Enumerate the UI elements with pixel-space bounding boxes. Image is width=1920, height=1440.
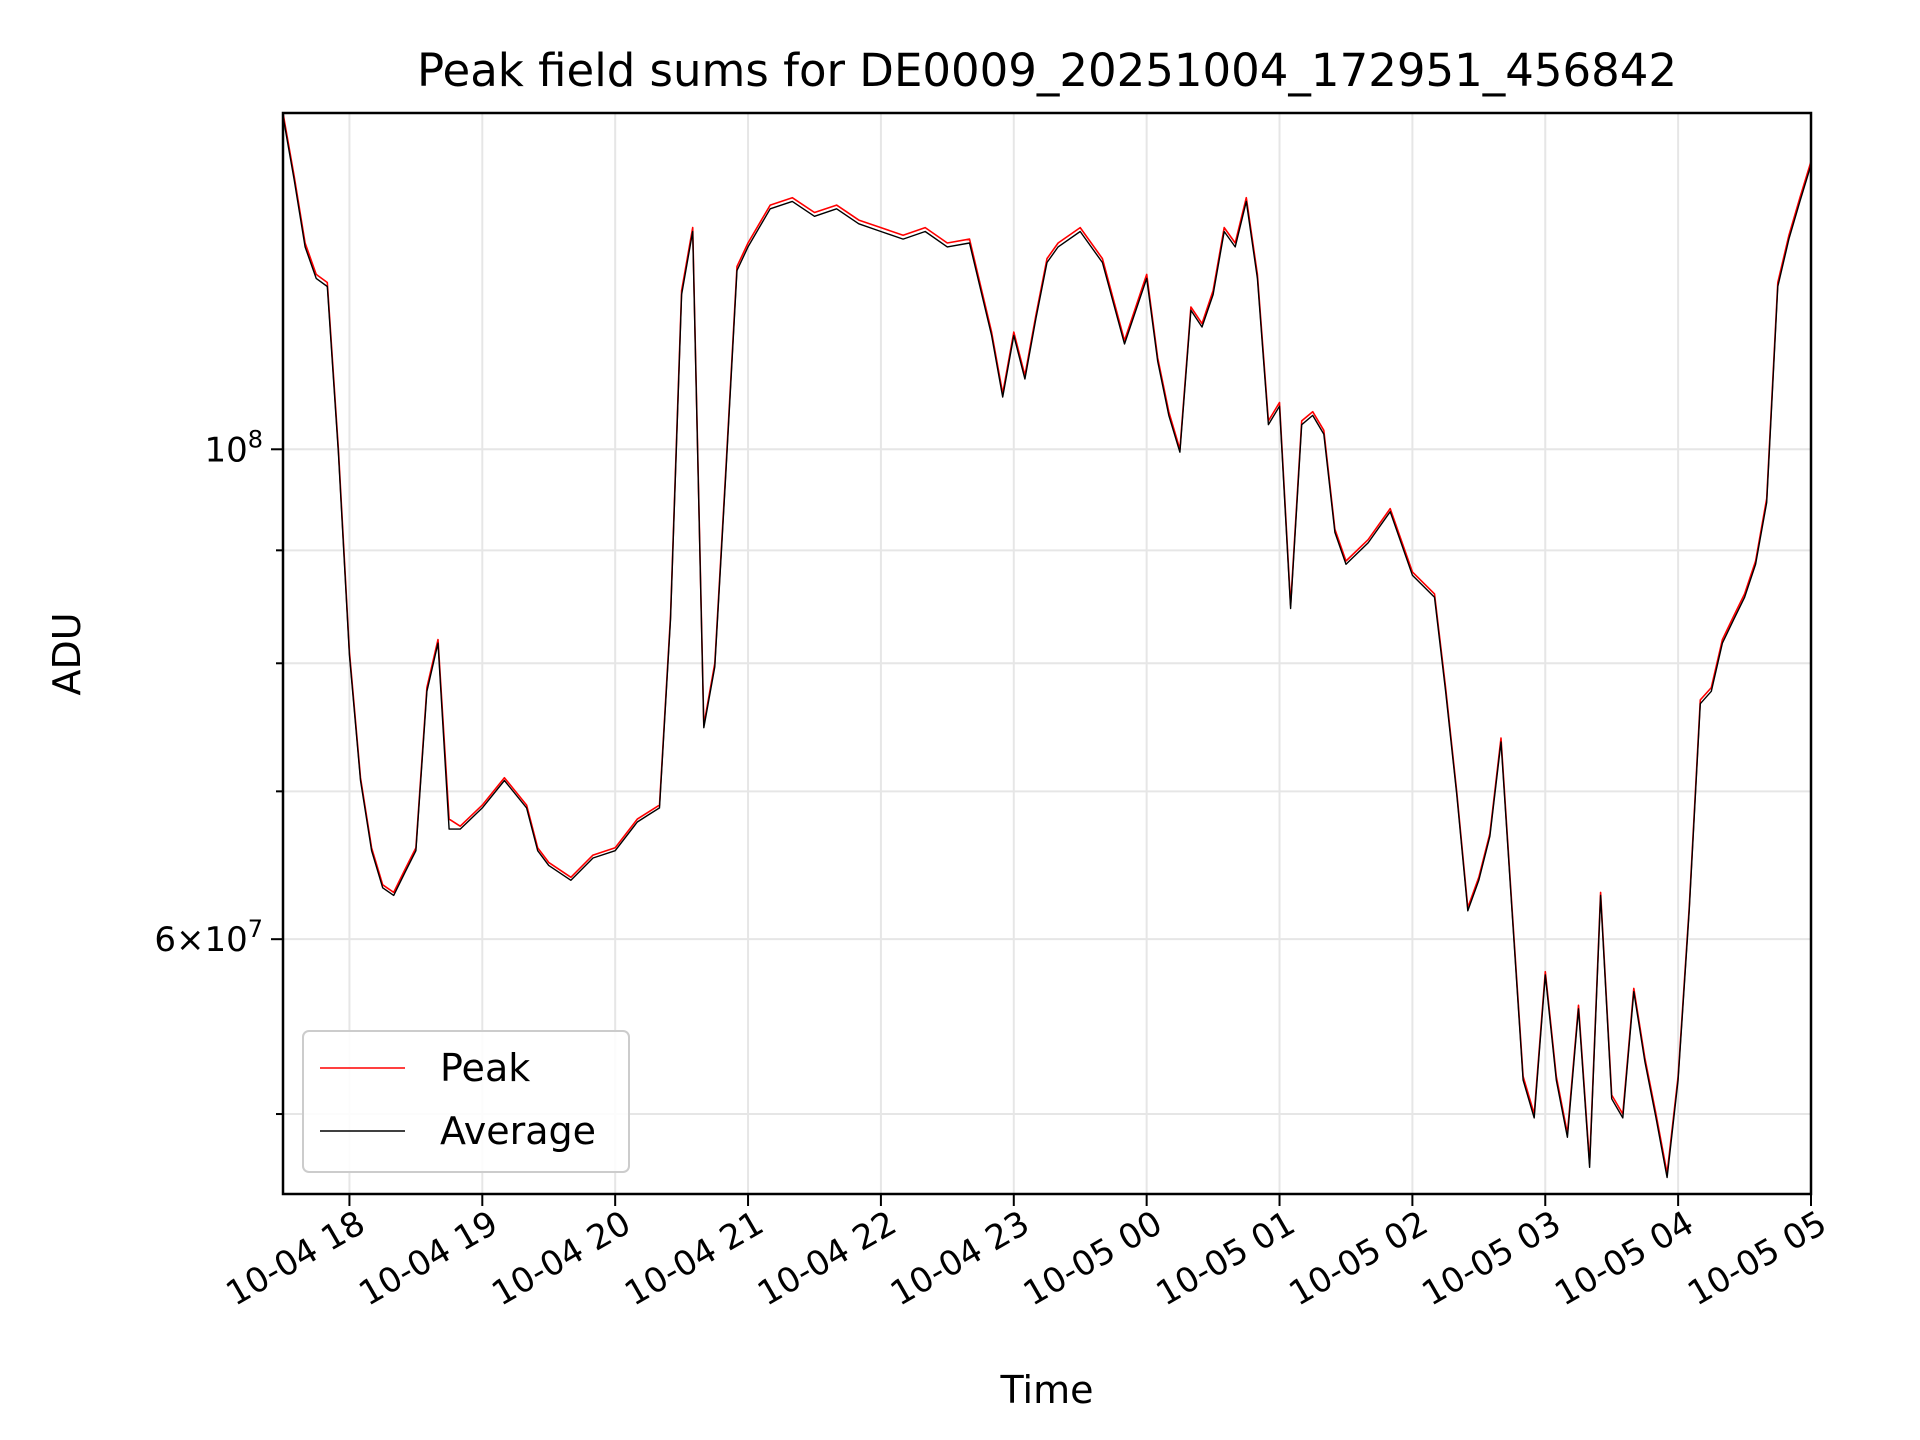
legend: Peak Average bbox=[302, 1030, 630, 1173]
x-tick-label: 10-05 00 bbox=[1017, 1203, 1169, 1314]
legend-label-peak: Peak bbox=[440, 1046, 530, 1090]
plot-frame bbox=[281, 111, 1813, 1196]
series-group bbox=[283, 113, 1811, 1179]
chart-title: Peak field sums for DE0009_20251004_1729… bbox=[417, 44, 1677, 97]
x-tick-label: 10-04 23 bbox=[884, 1203, 1036, 1314]
x-tick-label: 10-04 18 bbox=[220, 1203, 372, 1314]
y-tick-label: 108 bbox=[204, 425, 263, 470]
legend-box bbox=[302, 1030, 630, 1173]
series-line-average bbox=[283, 116, 1811, 1179]
y-axis: 108 6×107 bbox=[154, 425, 283, 1116]
series-line-peak bbox=[283, 113, 1811, 1175]
x-tick-label: 10-05 03 bbox=[1415, 1203, 1567, 1314]
y-axis-label: ADU bbox=[45, 612, 89, 695]
x-axis-label: Time bbox=[1000, 1368, 1094, 1412]
x-tick-label: 10-05 01 bbox=[1150, 1203, 1302, 1314]
x-tick-label: 10-04 20 bbox=[485, 1203, 637, 1314]
x-tick-label: 10-04 19 bbox=[352, 1203, 504, 1314]
y-tick-label: 6×107 bbox=[154, 915, 263, 960]
x-tick-label: 10-05 02 bbox=[1282, 1203, 1434, 1314]
x-tick-label: 10-04 22 bbox=[751, 1203, 903, 1314]
x-tick-label: 10-04 21 bbox=[618, 1203, 770, 1314]
x-tick-label: 10-05 05 bbox=[1681, 1203, 1833, 1314]
legend-label-average: Average bbox=[440, 1109, 596, 1153]
x-tick-label: 10-05 04 bbox=[1548, 1203, 1700, 1314]
plot-area bbox=[283, 113, 1811, 1179]
